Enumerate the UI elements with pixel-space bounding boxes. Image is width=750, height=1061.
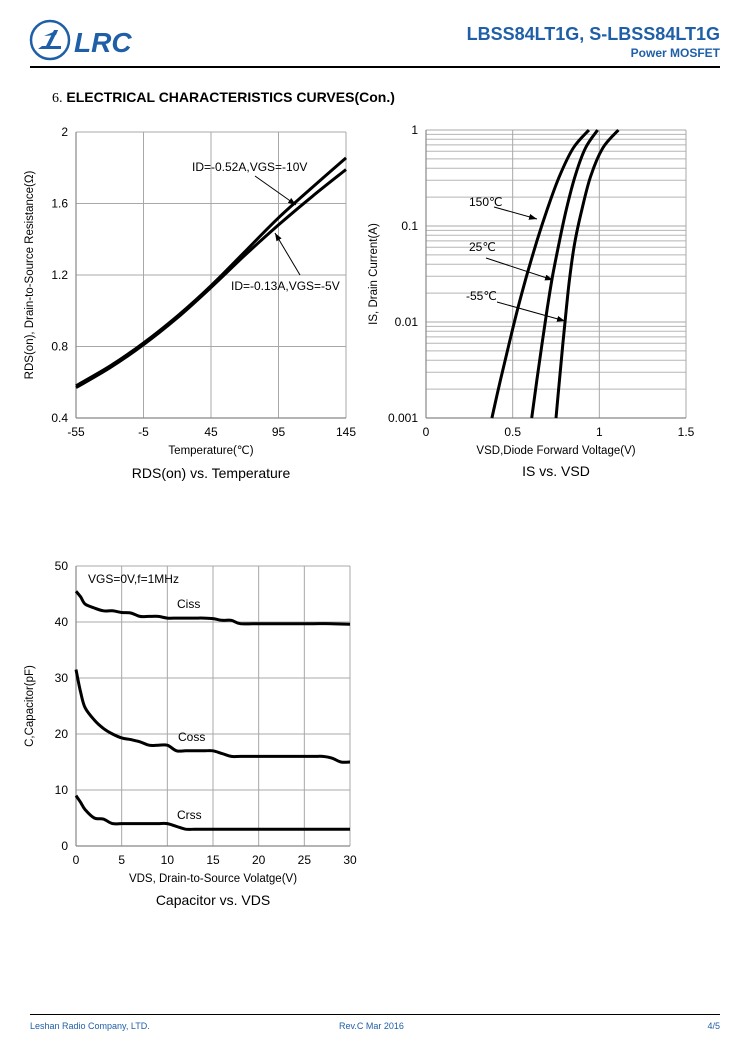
chart-condition-label: VGS=0V,f=1MHz: [88, 572, 179, 586]
series-line-coss: [74, 669, 351, 764]
x-tick-label: 95: [272, 425, 286, 439]
series-annotation-label: Coss: [178, 730, 205, 744]
x-axis-label: VDS, Drain-to-Source Volatge(V): [129, 873, 297, 885]
y-tick-label: 0.01: [395, 315, 419, 329]
y-tick-label: 0.001: [388, 411, 418, 425]
x-tick-label: 15: [206, 853, 220, 867]
chart-title: Capacitor vs. VDS: [156, 892, 270, 908]
section-title: ELECTRICAL CHARACTERISTICS CURVES(Con.): [66, 89, 395, 105]
logo-text: LRC: [74, 27, 132, 58]
y-tick-label: 0.4: [51, 411, 68, 425]
chart-cap-vds: 0 10 20 30 40 50 0 5 10 15 20 25 30 VDS, Drain-to-Sou…: [24, 559, 357, 908]
annotation-arrow-icon: [254, 175, 297, 206]
chart-title: IS vs. VSD: [522, 463, 590, 479]
x-tick-label: 5: [118, 853, 125, 867]
chart-rds-temp: 0.4 0.8 1.2 1.6 2 -55 -5 45 95 145 Temperature(℃) R…: [24, 125, 356, 481]
footer-revision: Rev.C Mar 2016: [339, 1021, 404, 1031]
series-line-id-0-13a-vgs-5v: [75, 168, 347, 389]
y-tick-label: 1: [411, 123, 418, 137]
series-line-25-: [530, 129, 599, 419]
x-tick-label: 1: [596, 425, 603, 439]
chart-title: RDS(on) vs. Temperature: [132, 465, 291, 481]
x-tick-label: -5: [138, 425, 149, 439]
y-tick-label: 1.2: [51, 268, 68, 282]
series-line-150-: [490, 128, 591, 419]
x-tick-label: 0: [73, 853, 80, 867]
footer-page-number: 4/5: [707, 1021, 720, 1031]
y-tick-label: 20: [55, 727, 69, 741]
series-annotation-label: ID=-0.13A,VGS=-5V: [231, 279, 340, 293]
chart-is-vsd: 0.001 0.01 0.1 1 0 0.5 1 1.5 VSD,Diode Forward V…: [368, 123, 695, 479]
footer-divider: [30, 1014, 720, 1015]
y-axis-label: RDS(on), Drain-to-Source Resistance(Ω): [24, 171, 36, 380]
y-tick-label: 2: [61, 125, 68, 139]
series-line-crss: [74, 794, 350, 831]
x-tick-label: 20: [252, 853, 266, 867]
series-annotation-label: ID=-0.52A,VGS=-10V: [192, 160, 307, 174]
x-tick-label: 0.5: [504, 425, 521, 439]
series-annotation-label: 150℃: [469, 195, 503, 209]
y-axis-label: C,Capacitor(pF): [24, 665, 36, 747]
series-annotation-label: Crss: [177, 808, 202, 822]
y-tick-label: 0.1: [401, 219, 418, 233]
x-axis-label: Temperature(℃): [168, 445, 253, 457]
logo-wing-icon: [44, 30, 58, 36]
x-tick-label: 1.5: [678, 425, 695, 439]
y-tick-label: 40: [55, 615, 69, 629]
section-number: 6.: [52, 91, 63, 106]
y-tick-label: 30: [55, 671, 69, 685]
x-tick-label: -55: [67, 425, 85, 439]
annotation-arrow-icon: [496, 301, 566, 322]
annotation-arrow-icon: [274, 232, 301, 276]
annotation-arrow-icon: [485, 257, 554, 281]
logo-circle-icon: [29, 19, 71, 61]
y-tick-label: 10: [55, 783, 69, 797]
y-tick-label: 50: [55, 559, 69, 573]
document-subtitle: Power MOSFET: [630, 46, 720, 60]
x-tick-label: 25: [298, 853, 312, 867]
lrc-logo: LRC: [29, 19, 132, 61]
x-axis-label: VSD,Diode Forward Voltage(V): [476, 445, 635, 457]
x-tick-label: 10: [161, 853, 175, 867]
section-heading: 6. ELECTRICAL CHARACTERISTICS CURVES(Con…: [52, 89, 395, 107]
x-tick-label: 145: [336, 425, 356, 439]
series-line-ciss: [74, 590, 351, 626]
y-tick-label: 0.8: [51, 340, 68, 354]
y-tick-label: 0: [61, 839, 68, 853]
series-annotation-label: 25℃: [469, 240, 496, 254]
y-tick-label: 1.6: [51, 197, 68, 211]
series-annotation-label: Ciss: [177, 597, 200, 611]
y-axis-label: IS, Drain Current(A): [368, 223, 380, 325]
annotation-arrow-icon: [493, 206, 538, 220]
header-divider: [30, 66, 720, 68]
x-tick-label: 30: [343, 853, 357, 867]
document-title: LBSS84LT1G, S-LBSS84LT1G: [466, 24, 720, 44]
x-tick-label: 45: [204, 425, 218, 439]
footer-company: Leshan Radio Company, LTD.: [30, 1021, 150, 1031]
series-line--55-: [554, 128, 620, 419]
x-tick-label: 0: [423, 425, 430, 439]
series-annotation-label: -55℃: [466, 289, 497, 303]
